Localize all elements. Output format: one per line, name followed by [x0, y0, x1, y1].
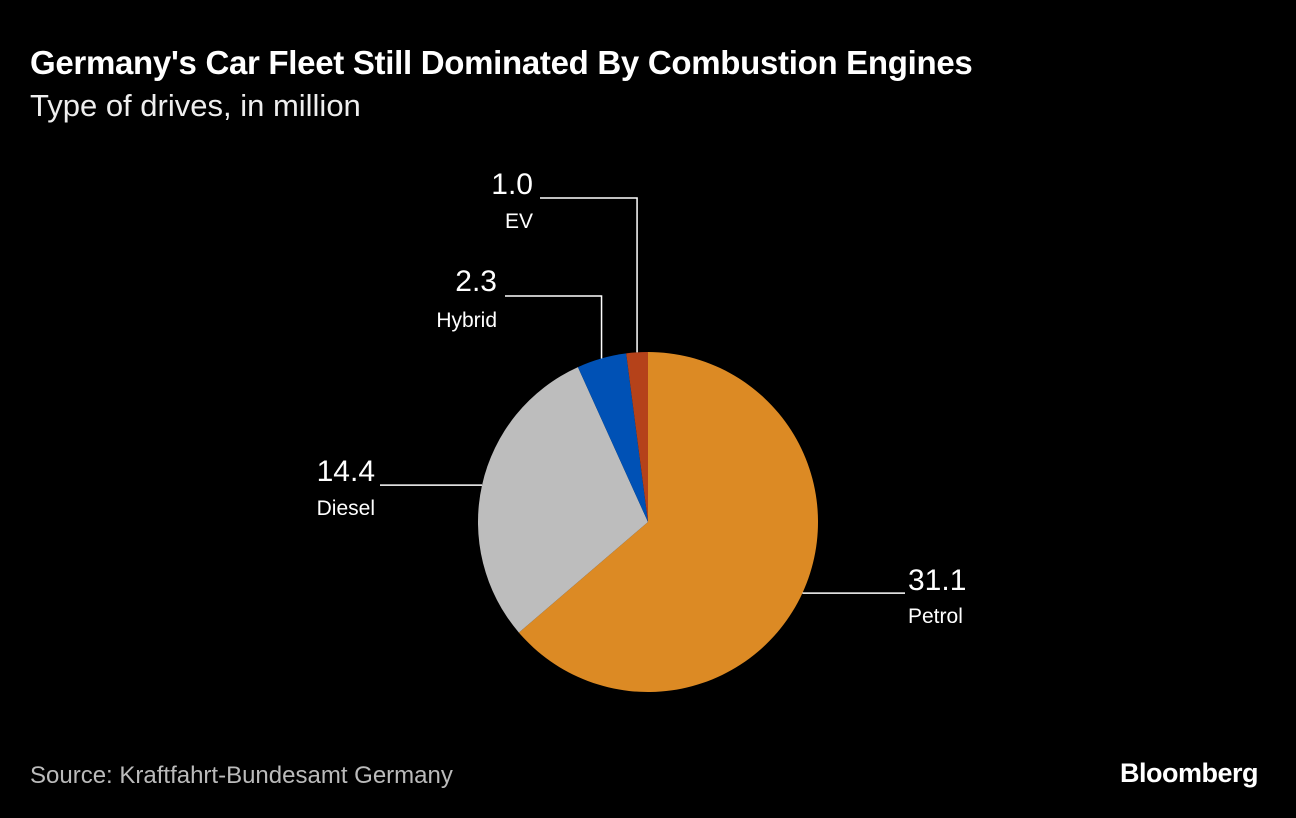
leader-line-ev [540, 197, 638, 353]
chart-title: Germany's Car Fleet Still Dominated By C… [30, 44, 973, 81]
pie-slice-diesel [478, 367, 648, 633]
pie-slice-hybrid [577, 353, 648, 522]
pie-slice-ev [626, 352, 648, 522]
category-label-hybrid: Hybrid [436, 309, 497, 332]
bloomberg-logo: Bloomberg [1119, 758, 1259, 788]
value-label-diesel: 14.4 [317, 455, 375, 488]
category-label-ev: EV [505, 210, 533, 233]
leader-line-hybrid [505, 295, 603, 359]
category-label-diesel: Diesel [317, 497, 375, 520]
category-label-petrol: Petrol [908, 605, 963, 628]
pie-slice-petrol [518, 352, 819, 692]
value-label-hybrid: 2.3 [455, 265, 497, 298]
value-label-petrol: 31.1 [908, 564, 966, 597]
value-label-ev: 1.0 [491, 168, 533, 201]
chart-subtitle: Type of drives, in million [30, 88, 361, 123]
source-note: Source: Kraftfahrt-Bundesamt Germany [30, 762, 453, 789]
